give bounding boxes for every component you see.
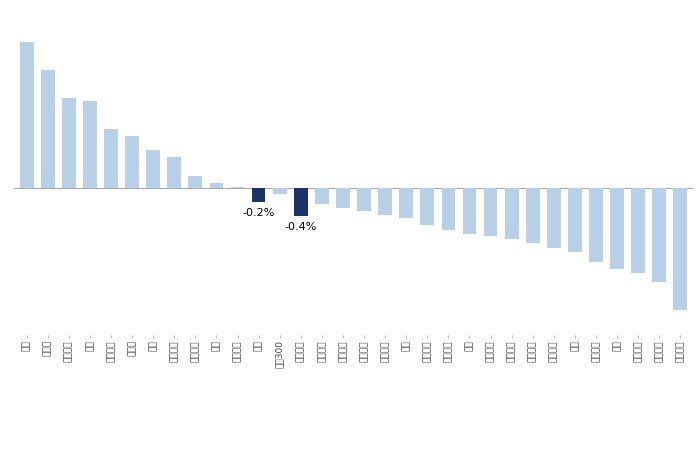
Bar (673, 188, 687, 311)
Bar (589, 188, 603, 261)
Bar (41, 70, 55, 188)
Bar (62, 98, 76, 188)
Bar (294, 188, 307, 216)
Text: -0.4%: -0.4% (285, 222, 317, 232)
Bar (188, 176, 202, 188)
Bar (104, 129, 118, 188)
Bar (505, 188, 519, 239)
Bar (315, 188, 329, 204)
Bar (568, 188, 582, 252)
Bar (20, 42, 34, 188)
Bar (125, 136, 139, 188)
Bar (526, 188, 540, 243)
Bar (167, 157, 181, 188)
Bar (610, 188, 624, 268)
Bar (209, 183, 223, 188)
Bar (400, 188, 413, 218)
Bar (484, 188, 498, 236)
Bar (631, 188, 645, 273)
Text: -0.2%: -0.2% (242, 208, 275, 218)
Bar (252, 188, 265, 202)
Bar (463, 188, 476, 233)
Bar (442, 188, 455, 230)
Bar (83, 101, 97, 188)
Bar (652, 188, 666, 282)
Bar (146, 150, 160, 188)
Bar (231, 187, 244, 188)
Bar (273, 188, 286, 194)
Bar (378, 188, 392, 215)
Bar (357, 188, 371, 211)
Bar (336, 188, 350, 208)
Bar (421, 188, 434, 225)
Bar (547, 188, 561, 247)
